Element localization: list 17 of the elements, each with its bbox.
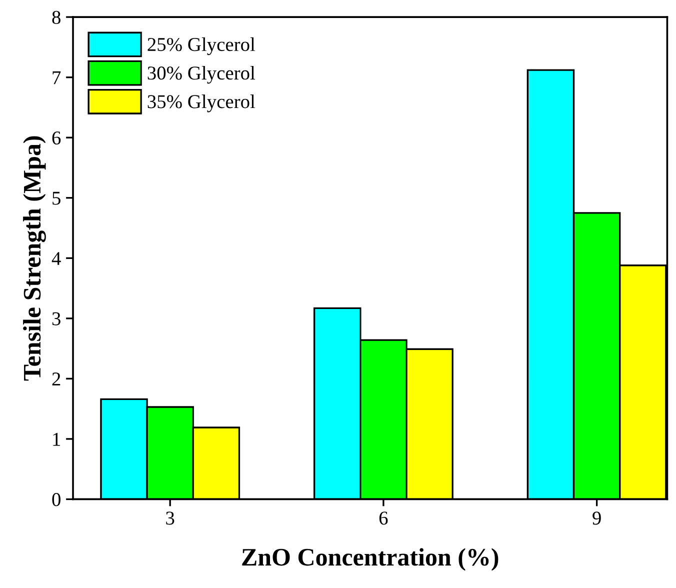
legend-label: 30% Glycerol <box>148 66 256 84</box>
x-axis-title: ZnO Concentration (%) <box>242 548 498 571</box>
y-tick-label: 8 <box>52 10 60 24</box>
y-tick-label: 3 <box>52 312 60 326</box>
x-tick-label: 3 <box>166 512 174 525</box>
x-tick-label: 9 <box>592 512 601 525</box>
y-tick-label: 1 <box>53 432 60 446</box>
y-tick-label: 5 <box>52 192 60 205</box>
legend-label: 35% Glycerol <box>148 94 256 112</box>
y-tick-label: 6 <box>52 131 61 145</box>
y-tick-label: 4 <box>52 252 61 265</box>
x-tick-label: 6 <box>379 512 388 525</box>
y-axis-title: Tensile Strength (Mpa) <box>23 136 46 381</box>
legend-label: 25% Glycerol <box>148 37 256 56</box>
y-tick-label: 7 <box>52 71 61 84</box>
y-tick-label: 2 <box>52 372 60 386</box>
y-tick-label: 0 <box>52 493 60 506</box>
